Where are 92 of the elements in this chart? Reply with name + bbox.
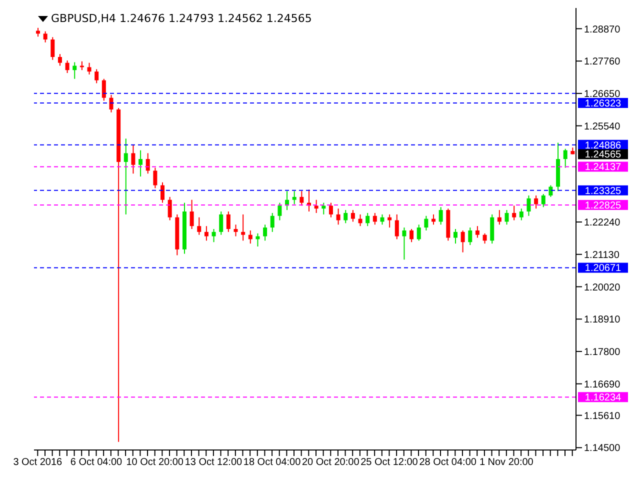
candlestick bbox=[190, 199, 194, 230]
candlestick bbox=[468, 227, 472, 246]
candlestick bbox=[482, 232, 487, 244]
x-tick-label: 13 Oct 12:00 bbox=[184, 457, 243, 468]
candlestick bbox=[168, 196, 172, 221]
y-tick-label: 1.21130 bbox=[584, 250, 620, 261]
candlestick bbox=[497, 210, 502, 226]
candlestick bbox=[94, 68, 99, 84]
ref-line-label: 1.22825 bbox=[584, 200, 622, 212]
x-tick-label: 20 Oct 20:00 bbox=[302, 457, 360, 468]
candlestick bbox=[146, 152, 150, 174]
x-tick-label: 10 Oct 20:00 bbox=[126, 457, 184, 468]
candlestick bbox=[43, 30, 48, 43]
candlestick bbox=[87, 62, 92, 75]
candlestick bbox=[394, 214, 399, 240]
candlestick bbox=[563, 148, 568, 168]
ref-line-label: 1.26323 bbox=[584, 98, 622, 110]
candlestick bbox=[402, 227, 406, 260]
x-tick-label: 18 Oct 04:00 bbox=[243, 457, 302, 468]
candlestick bbox=[388, 214, 392, 228]
candlestick bbox=[336, 208, 340, 226]
y-tick-label: 1.18910 bbox=[584, 314, 621, 326]
candlestick bbox=[212, 228, 216, 243]
candlestick bbox=[197, 216, 202, 236]
candlestick bbox=[72, 62, 77, 80]
candlestick bbox=[350, 210, 355, 222]
x-tick-label: 25 Oct 12:00 bbox=[360, 457, 418, 468]
y-tick-label: 1.15610 bbox=[584, 410, 621, 422]
candlestick bbox=[475, 226, 480, 238]
candlestick bbox=[416, 224, 421, 242]
ref-line-label: 1.24886 bbox=[584, 140, 622, 152]
candlestick bbox=[410, 228, 414, 243]
candlestick bbox=[460, 230, 465, 253]
y-tick-label: 1.22240 bbox=[584, 218, 621, 229]
ref-line-label: 1.16234 bbox=[584, 392, 622, 404]
x-tick-label: 6 Oct 04:00 bbox=[70, 457, 123, 468]
candlestick bbox=[358, 214, 362, 227]
candlestick bbox=[504, 210, 509, 226]
text: 1.24565 bbox=[584, 150, 622, 161]
candlestick bbox=[278, 202, 282, 221]
candlestick bbox=[380, 214, 384, 226]
candlestick bbox=[438, 206, 443, 226]
x-tick-label: 1 Nov 20:00 bbox=[479, 457, 534, 468]
candlestick bbox=[372, 212, 377, 226]
ref-line-label: 1.23325 bbox=[584, 186, 622, 197]
candlestick bbox=[131, 144, 136, 174]
candlestick bbox=[424, 215, 428, 231]
candlestick bbox=[292, 190, 296, 205]
candlestick bbox=[548, 184, 553, 198]
candlestick bbox=[526, 194, 531, 216]
y-tick-label: 1.25540 bbox=[584, 121, 621, 132]
candlestick bbox=[344, 210, 348, 224]
candlestick bbox=[248, 230, 252, 244]
candlestick bbox=[160, 182, 165, 204]
candlestick bbox=[541, 194, 546, 208]
x-tick-label: 28 Oct 04:00 bbox=[419, 457, 477, 468]
candlestick bbox=[328, 202, 333, 218]
candlestick bbox=[263, 224, 268, 242]
ref-line-label: 1.20671 bbox=[584, 263, 622, 274]
candlestick bbox=[314, 199, 318, 214]
candlestick bbox=[204, 226, 208, 242]
candlestick bbox=[322, 202, 326, 215]
candlestick bbox=[519, 208, 524, 221]
candlestick bbox=[50, 36, 55, 60]
candlestick bbox=[58, 54, 62, 66]
candlestick bbox=[124, 138, 128, 215]
y-tick-label: 1.17800 bbox=[584, 347, 621, 358]
candlestick bbox=[65, 60, 70, 74]
candlestick bbox=[366, 212, 370, 227]
candlestick bbox=[300, 190, 304, 206]
candlestick bbox=[512, 205, 516, 221]
candlestick bbox=[534, 194, 538, 210]
candlestick bbox=[270, 212, 274, 232]
candlestick bbox=[226, 211, 230, 232]
candlestick bbox=[102, 78, 106, 102]
y-tick-label: 1.26650 bbox=[584, 88, 621, 100]
candlestick bbox=[234, 224, 238, 237]
ref-line-label: 1.24137 bbox=[584, 162, 622, 174]
candlestick bbox=[453, 228, 458, 244]
candlestick bbox=[109, 94, 114, 113]
candlestick bbox=[138, 150, 143, 178]
y-tick-label: 1.27760 bbox=[584, 56, 621, 68]
candlestick bbox=[219, 211, 224, 236]
chart-title: GBPUSD,H4 1.24676 1.24793 1.24562 1.24565 bbox=[51, 12, 312, 25]
x-tick-label: 3 Oct 2016 bbox=[13, 457, 63, 468]
y-tick-label: 1.20020 bbox=[584, 282, 621, 294]
candlestick bbox=[241, 214, 246, 242]
y-tick-label: 1.16690 bbox=[584, 379, 621, 390]
y-tick-label: 1.28870 bbox=[584, 24, 621, 36]
candlestick bbox=[153, 167, 158, 189]
candlestick bbox=[490, 214, 494, 244]
y-tick-label: 1.14500 bbox=[584, 443, 621, 454]
